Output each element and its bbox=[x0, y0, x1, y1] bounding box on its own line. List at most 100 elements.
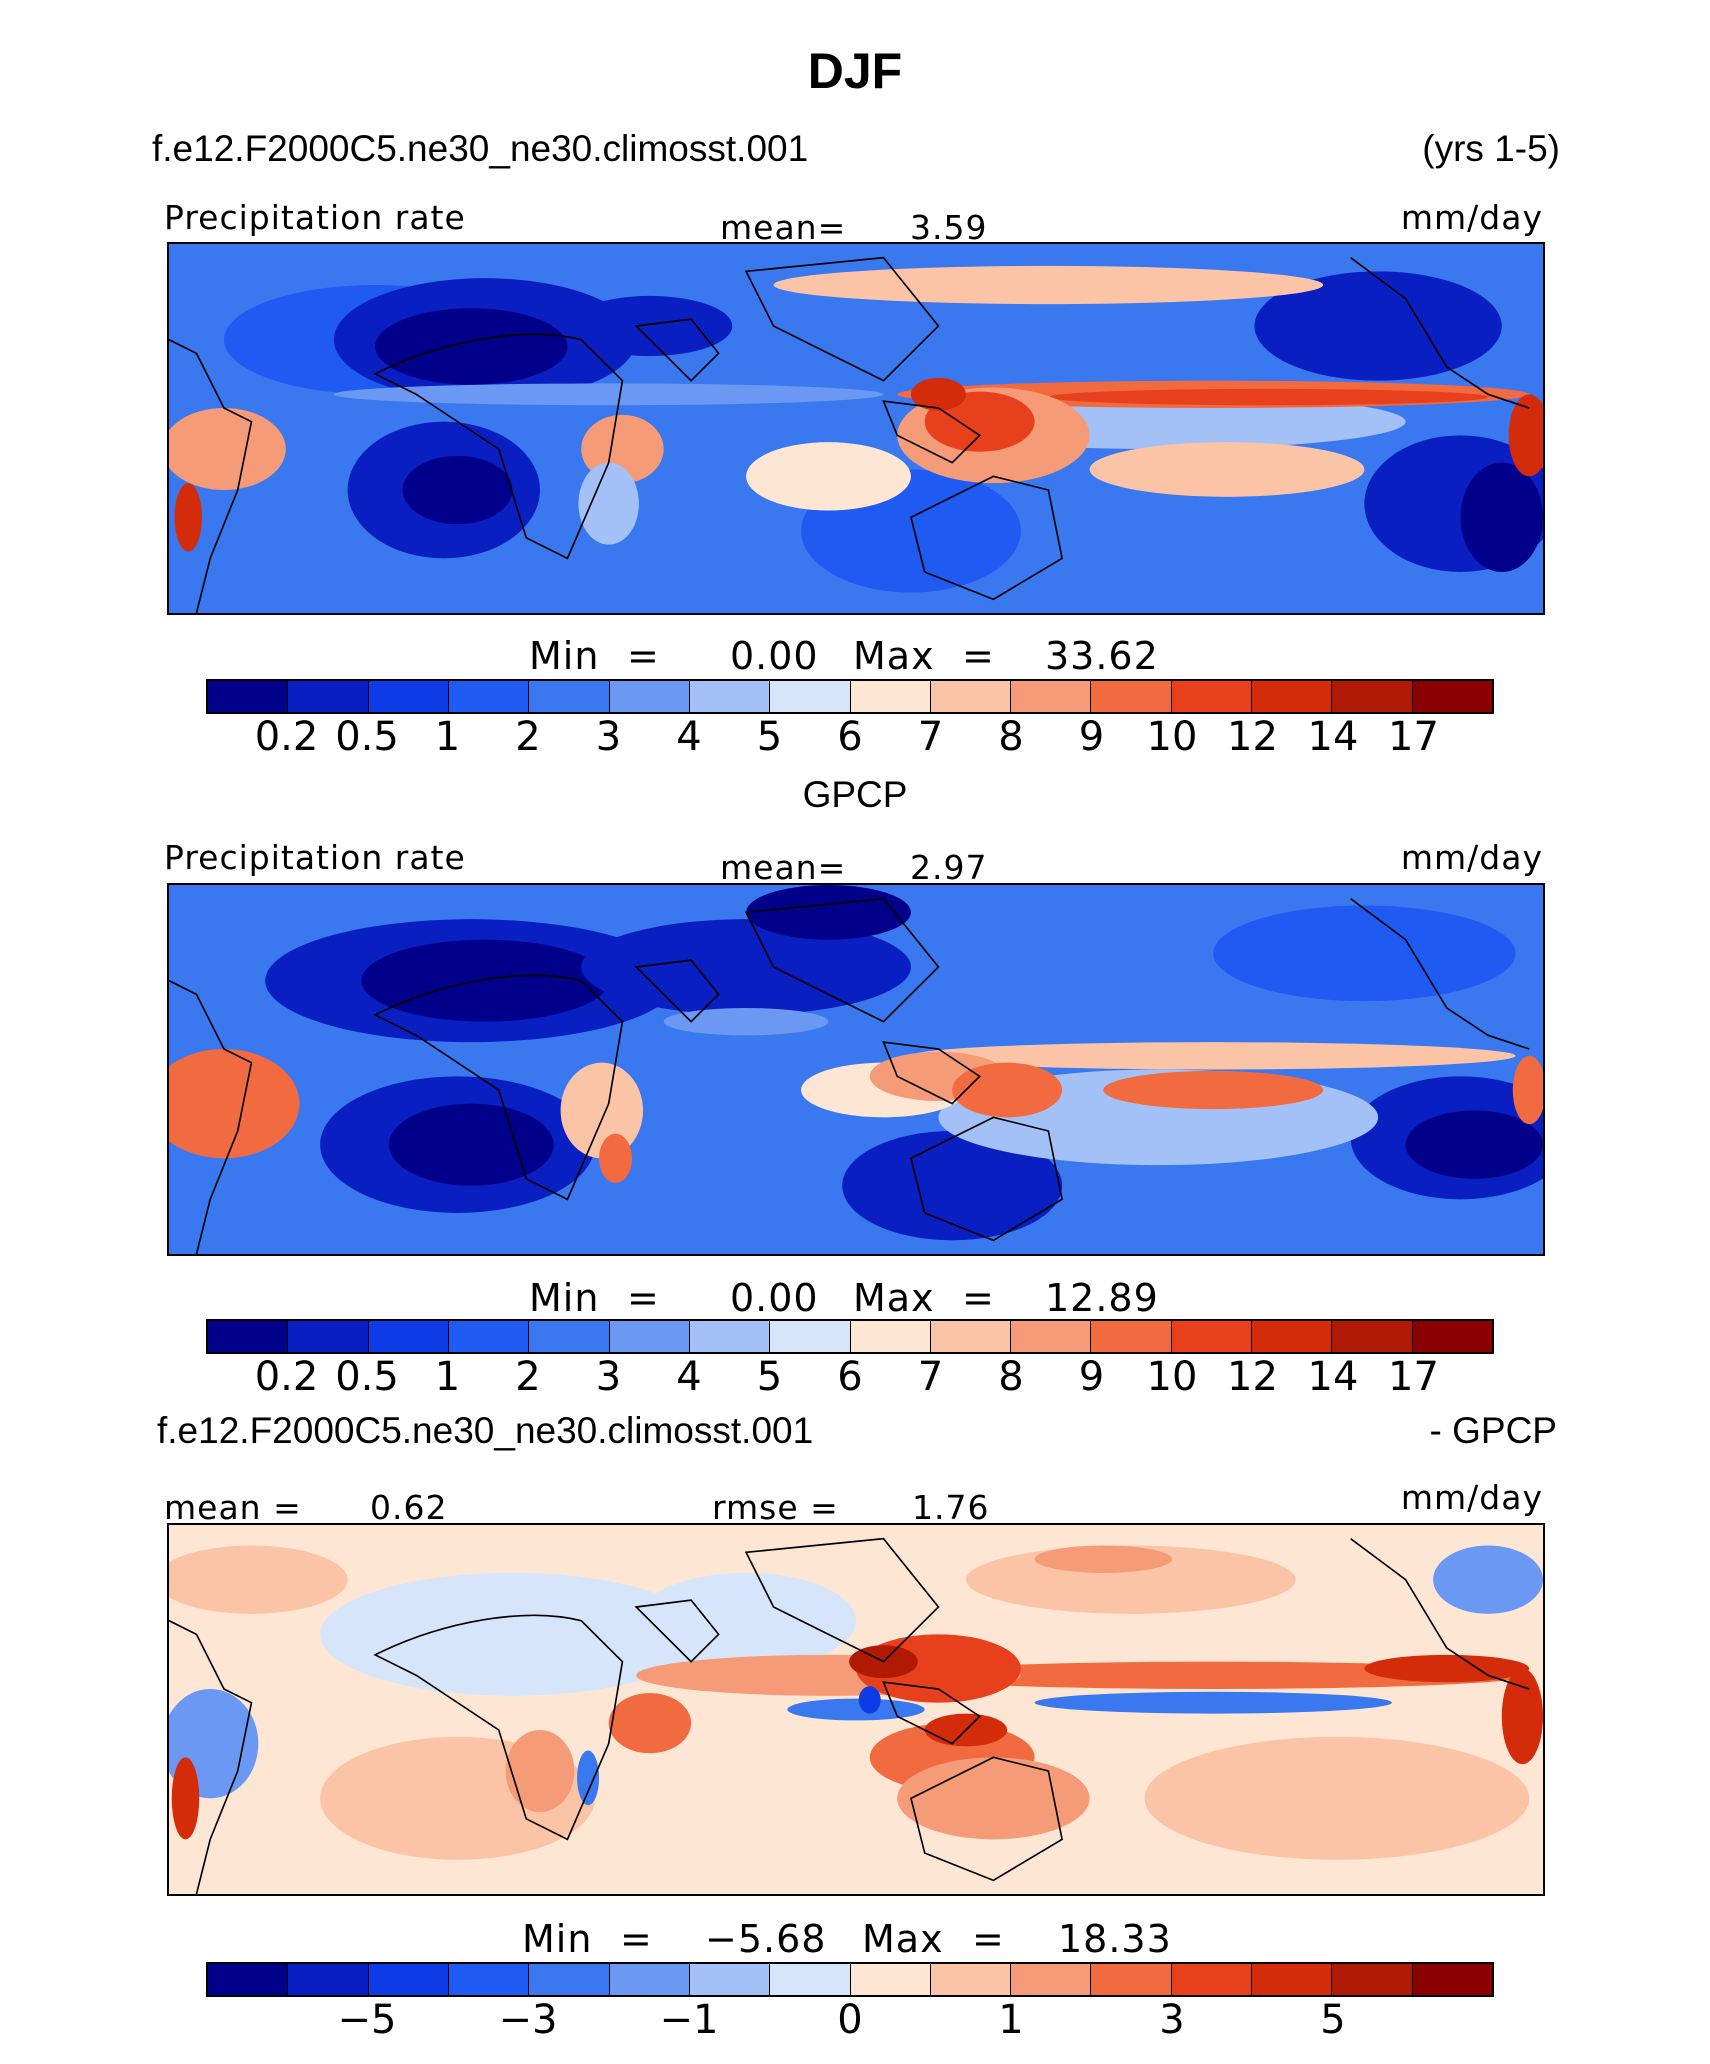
colorbar-tick-label: 12 bbox=[1227, 714, 1278, 760]
colorbar-swatch bbox=[1011, 1964, 1092, 1995]
colorbar-swatch bbox=[1412, 1964, 1492, 1995]
colorbar-swatch bbox=[1332, 1321, 1413, 1352]
colorbar-swatch bbox=[368, 1964, 449, 1995]
panel1-colorbar-ticks: 0.2 0.5 1 2 3 4 5 6 7 8 9 10 12 14 17 bbox=[206, 714, 1494, 764]
colorbar-swatch bbox=[448, 1964, 530, 1995]
colorbar-swatch bbox=[770, 1964, 851, 1995]
panel3-heading-right: - GPCP bbox=[1429, 1410, 1557, 1451]
panel3-colorbar bbox=[206, 1962, 1494, 1997]
colorbar-tick-label: 17 bbox=[1388, 714, 1439, 760]
figure-title: DJF bbox=[807, 43, 903, 99]
panel2-colorbar bbox=[206, 1319, 1494, 1354]
panel1-colorbar bbox=[206, 679, 1494, 714]
panel2-max-eq: = bbox=[962, 1276, 995, 1320]
panel3-rmse-label: rmse = bbox=[712, 1488, 839, 1527]
colorbar-tick-label: 5 bbox=[1320, 1997, 1346, 2043]
colorbar-swatch bbox=[1011, 681, 1092, 712]
panel2-min-value: 0.00 bbox=[730, 1276, 819, 1320]
colorbar-tick-label: −1 bbox=[659, 1997, 719, 2043]
colorbar-tick-label: 1 bbox=[434, 714, 461, 760]
panel1-mean-label: mean= bbox=[720, 208, 847, 247]
panel3-heading-left: f.e12.F2000C5.ne30_ne30.climosst.001 bbox=[157, 1410, 814, 1451]
colorbar-swatch bbox=[609, 681, 690, 712]
colorbar-swatch bbox=[288, 1321, 369, 1352]
panel2-colorbar-ticks: 0.2 0.5 1 2 3 4 5 6 7 8 9 10 12 14 17 bbox=[206, 1354, 1494, 1404]
panel1-min-value: 0.00 bbox=[730, 634, 819, 678]
colorbar-tick-label: −5 bbox=[337, 1997, 397, 2043]
colorbar-tick-label: 9 bbox=[1078, 1354, 1105, 1400]
colorbar-swatch bbox=[208, 1964, 289, 1995]
colorbar-tick-label: 5 bbox=[756, 714, 783, 760]
colorbar-swatch bbox=[448, 1321, 530, 1352]
colorbar-swatch bbox=[288, 1964, 369, 1995]
panel2-map bbox=[167, 883, 1545, 1256]
colorbar-tick-label: 8 bbox=[998, 714, 1024, 760]
colorbar-swatch bbox=[1252, 1964, 1333, 1995]
panel1-max-label: Max bbox=[853, 634, 935, 678]
colorbar-swatch bbox=[1332, 681, 1413, 712]
colorbar-tick-label: 10 bbox=[1146, 714, 1198, 760]
colorbar-swatch bbox=[1171, 681, 1253, 712]
colorbar-swatch bbox=[288, 681, 369, 712]
colorbar-tick-label: 4 bbox=[676, 714, 702, 760]
colorbar-tick-label: 9 bbox=[1078, 714, 1105, 760]
colorbar-tick-label: 12 bbox=[1227, 1354, 1278, 1400]
colorbar-swatch bbox=[448, 681, 530, 712]
panel1-min-eq: = bbox=[627, 634, 660, 678]
colorbar-swatch bbox=[850, 1321, 931, 1352]
colorbar-swatch bbox=[1171, 1321, 1253, 1352]
colorbar-tick-label: 6 bbox=[837, 714, 863, 760]
colorbar-tick-label: 14 bbox=[1307, 1354, 1359, 1400]
colorbar-tick-label: 14 bbox=[1307, 714, 1359, 760]
panel3-max-label: Max bbox=[862, 1917, 944, 1961]
colorbar-swatch bbox=[770, 681, 851, 712]
colorbar-tick-label: 0.2 bbox=[254, 1354, 319, 1400]
panel3-units: mm/day bbox=[1400, 1478, 1543, 1517]
colorbar-swatch bbox=[529, 1964, 610, 1995]
colorbar-swatch bbox=[368, 681, 449, 712]
panel1-units: mm/day bbox=[1400, 198, 1543, 237]
colorbar-swatch bbox=[529, 681, 610, 712]
colorbar-swatch bbox=[689, 1964, 771, 1995]
panel2-mean-label: mean= bbox=[720, 848, 847, 887]
case-name: f.e12.F2000C5.ne30_ne30.climosst.001 bbox=[152, 128, 809, 169]
colorbar-swatch bbox=[208, 1321, 289, 1352]
colorbar-swatch bbox=[930, 1321, 1012, 1352]
panel3-max-value: 18.33 bbox=[1058, 1917, 1172, 1961]
colorbar-tick-label: 7 bbox=[917, 1354, 944, 1400]
panel2-min-label: Min bbox=[529, 1276, 600, 1320]
colorbar-tick-label: 2 bbox=[515, 1354, 541, 1400]
colorbar-tick-label: 0.5 bbox=[335, 714, 399, 760]
panel1-variable-label: Precipitation rate bbox=[164, 198, 466, 237]
colorbar-swatch bbox=[850, 681, 931, 712]
colorbar-tick-label: 6 bbox=[837, 1354, 863, 1400]
panel2-max-value: 12.89 bbox=[1045, 1276, 1159, 1320]
colorbar-tick-label: 1 bbox=[434, 1354, 461, 1400]
colorbar-swatch bbox=[770, 1321, 851, 1352]
colorbar-swatch bbox=[368, 1321, 449, 1352]
panel3-mean-value: 0.62 bbox=[370, 1488, 448, 1527]
colorbar-swatch bbox=[689, 1321, 771, 1352]
panel1-max-eq: = bbox=[962, 634, 995, 678]
years-label: (yrs 1-5) bbox=[1422, 128, 1560, 169]
panel2-max-label: Max bbox=[853, 1276, 935, 1320]
colorbar-swatch bbox=[689, 681, 771, 712]
colorbar-tick-label: 5 bbox=[756, 1354, 783, 1400]
colorbar-swatch bbox=[1091, 1321, 1172, 1352]
panel2-min-eq: = bbox=[627, 1276, 660, 1320]
colorbar-tick-label: 3 bbox=[1159, 1997, 1185, 2043]
colorbar-tick-label: −3 bbox=[498, 1997, 558, 2043]
colorbar-tick-label: 0.5 bbox=[335, 1354, 399, 1400]
panel3-colorbar-ticks: −5 −3 −1 0 1 3 5 bbox=[206, 1997, 1494, 2047]
panel3-min-label: Min bbox=[522, 1917, 593, 1961]
colorbar-swatch bbox=[1332, 1964, 1413, 1995]
panel1-map bbox=[167, 242, 1545, 615]
colorbar-tick-label: 1 bbox=[998, 1997, 1024, 2043]
panel1-min-label: Min bbox=[529, 634, 600, 678]
panel2-variable-label: Precipitation rate bbox=[164, 838, 466, 877]
colorbar-tick-label: 2 bbox=[515, 714, 541, 760]
panel3-rmse-value: 1.76 bbox=[912, 1488, 990, 1527]
colorbar-swatch bbox=[1091, 681, 1172, 712]
panel3-map bbox=[167, 1523, 1545, 1896]
colorbar-swatch bbox=[208, 681, 289, 712]
